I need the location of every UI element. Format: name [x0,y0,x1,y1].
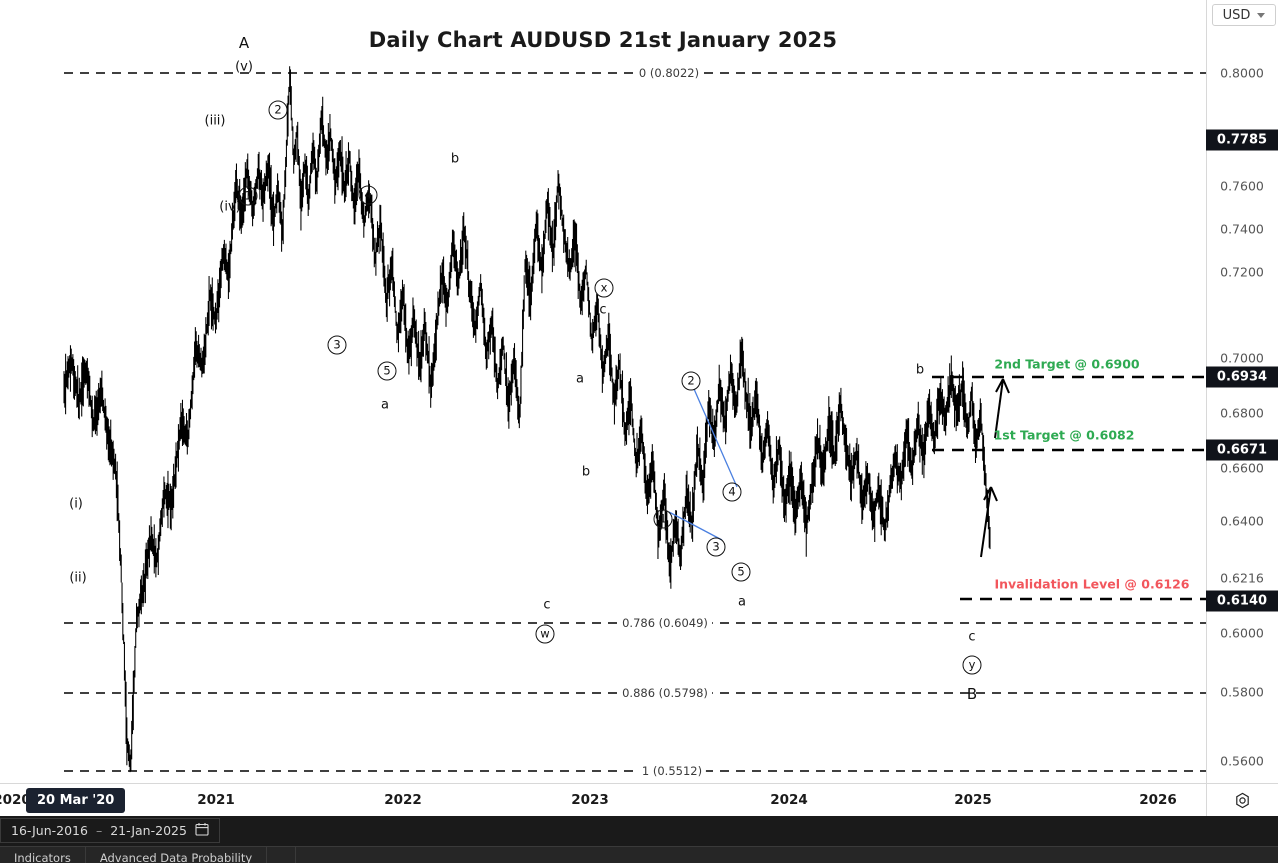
elliott-wave-label: A [238,34,250,52]
arrow-lower-head [983,486,998,502]
time-tick: 2025 [954,792,992,808]
price-tick-highlight: 0.6140 [1206,590,1278,612]
price-tick: 0.7400 [1220,221,1264,237]
elliott-wave-label: x [594,278,614,298]
elliott-wave-label: 5 [377,361,397,381]
tab-chip[interactable] [267,847,297,863]
page-title: Daily Chart AUDUSD 21st January 2025 [368,28,838,52]
elliott-wave-label: b [581,464,591,480]
arrow-upper-head [995,378,1010,394]
elliott-wave-label: b [450,151,460,167]
elliott-wave-label: (iii) [204,113,226,129]
time-tick: 2021 [197,792,235,808]
arrow-lower-shaft [980,486,992,558]
calendar-icon-glyph [195,823,209,836]
elliott-wave-label: w [535,624,555,644]
fib-level-label: 1 (0.5512) [637,764,707,778]
elliott-wave-label: 1 [653,509,673,529]
elliott-wave-label: 3 [706,537,726,557]
blue-trend-2-4 [693,388,738,488]
elliott-wave-label: b [915,362,925,378]
price-tick-highlight: 0.7785 [1206,129,1278,151]
tab-strip[interactable]: Indicators Advanced Data Probability [0,846,1278,863]
elliott-wave-label: (ii) [69,570,87,586]
elliott-wave-label: a [738,594,746,610]
price-tick: 0.6800 [1220,405,1264,421]
elliott-wave-label: (iv) [219,199,241,215]
price-tick-highlight: 0.6934 [1206,366,1278,388]
elliott-wave-label: a [381,397,389,413]
price-series-svg [63,66,1206,773]
price-tick: 0.5800 [1220,684,1264,700]
fib-level-label: 0.786 (0.6049) [618,616,712,630]
price-tick-highlight: 0.6671 [1206,439,1278,461]
elliott-wave-label: (v) [235,59,253,75]
projection-arrows [980,378,1010,558]
currency-label: USD [1222,7,1251,23]
price-bars [63,66,991,773]
blue-trend-lines [668,388,738,541]
price-line-path [63,66,991,773]
target-icon-glyph [1236,792,1249,808]
price-tick: 0.7600 [1220,178,1264,194]
time-tick: 2022 [384,792,422,808]
tab-chip[interactable]: Advanced Data Probability [86,847,268,863]
date-range-separator: – [95,823,103,838]
fib-level-label: 0.886 (0.5798) [618,686,712,700]
elliott-wave-label: B [966,685,978,703]
blue-trend-1-3 [668,511,723,541]
elliott-wave-label: 4 [358,185,378,205]
chart-plot-area[interactable]: Daily Chart AUDUSD 21st January 2025 0 (… [0,0,1206,783]
fib-level-label: 0 (0.8022) [634,66,704,80]
price-tick: 0.5600 [1220,753,1264,769]
price-tick: 0.8000 [1220,65,1264,81]
price-tick: 0.7000 [1220,350,1264,366]
bottom-toolbar: 16-Jun-2016 – 21-Jan-2025 [0,816,1278,846]
elliott-wave-label: 3 [327,335,347,355]
currency-dropdown[interactable]: USD [1212,4,1276,26]
target-icon[interactable] [1206,784,1278,816]
invalidation-annotation: Invalidation Level @ 0.6126 [994,576,1190,592]
calendar-icon [195,822,209,839]
date-range-to: 21-Jan-2025 [110,823,187,838]
elliott-wave-label: 5 [731,562,751,582]
target-annotation: 1st Target @ 0.6082 [993,427,1135,443]
elliott-wave-label: 2 [681,371,701,391]
elliott-wave-label: c [968,629,976,645]
horizontal-level-lines [64,72,1206,772]
chevron-down-icon [1257,12,1266,18]
date-range-from: 16-Jun-2016 [11,823,88,838]
price-tick: 0.7200 [1220,264,1264,280]
elliott-wave-label: 2 [268,100,288,120]
elliott-wave-label: c [543,597,551,613]
elliott-wave-label: 1 [238,186,258,206]
time-tick: 2024 [770,792,808,808]
price-tick: 0.6216 [1220,570,1264,586]
time-tick: 2026 [1139,792,1177,808]
elliott-wave-label: (i) [69,496,83,512]
date-range-picker[interactable]: 16-Jun-2016 – 21-Jan-2025 [0,818,220,843]
target-annotation: 2nd Target @ 0.6900 [994,356,1140,372]
crosshair-date-badge: 20 Mar '20 [26,788,126,813]
time-tick: 2023 [571,792,609,808]
price-tick: 0.6600 [1220,460,1264,476]
elliott-wave-label: c [599,302,607,318]
price-axis[interactable]: USD 0.8000 0.7785 0.7600 0.7400 0.7200 0.7000… [1206,0,1278,783]
arrow-upper-shaft [994,378,1004,439]
elliott-wave-label: 4 [722,482,742,502]
tab-chip[interactable]: Indicators [0,847,86,863]
elliott-wave-label: a [576,371,584,387]
price-tick: 0.6400 [1220,513,1264,529]
price-tick: 0.6000 [1220,625,1264,641]
elliott-wave-label: y [962,655,982,675]
